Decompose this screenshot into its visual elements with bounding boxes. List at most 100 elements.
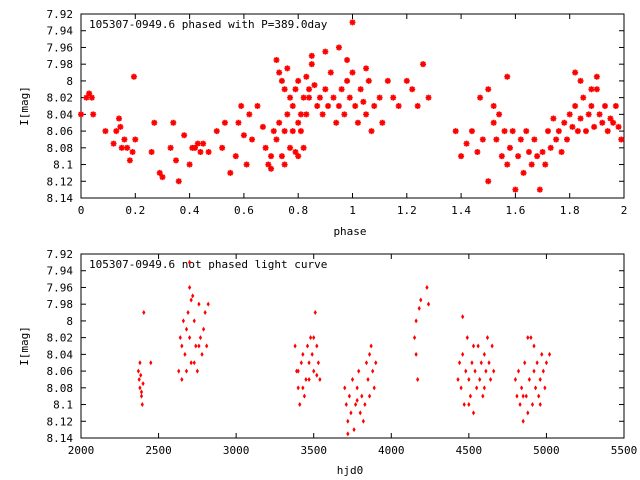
- phased-data-point: [240, 132, 247, 139]
- phased-x-tick-label: 1: [349, 204, 356, 217]
- phased-data-point: [319, 111, 326, 118]
- unphased-x-tick-label: 5000: [533, 444, 560, 457]
- phased-data-point: [452, 128, 459, 135]
- phased-data-point: [504, 73, 511, 80]
- phased-data-point: [265, 161, 272, 168]
- phased-data-point: [349, 19, 356, 26]
- phased-data-point: [550, 115, 557, 122]
- unphased-data-point: [456, 376, 460, 382]
- phased-data-point: [596, 111, 603, 118]
- unphased-y-tick-label: 8.08: [47, 382, 74, 395]
- unphased-data-point: [358, 410, 362, 416]
- unphased-x-tick-label: 3500: [300, 444, 327, 457]
- phased-data-point: [591, 123, 598, 130]
- unphased-data-point: [350, 376, 355, 382]
- unphased-axis-ticks: 2000 2500 3000 3500 4000 4500 5000 5500 7.92 7.94…: [47, 248, 638, 457]
- phased-data-point: [284, 65, 291, 72]
- phased-data-point: [612, 103, 619, 109]
- unphased-data-points: [136, 259, 552, 437]
- unphased-data-point: [293, 343, 297, 349]
- phased-data-point: [577, 77, 584, 84]
- phased-data-point: [531, 136, 538, 143]
- unphased-data-point: [479, 360, 483, 366]
- unphased-data-point: [471, 410, 476, 416]
- unphased-data-point: [206, 301, 210, 307]
- phased-data-point: [409, 86, 416, 93]
- unphased-data-point: [374, 360, 378, 366]
- unphased-data-point: [521, 418, 525, 424]
- phased-data-point: [479, 136, 486, 143]
- phased-data-point: [151, 119, 158, 126]
- unphased-data-point: [412, 335, 417, 341]
- phased-data-point: [287, 94, 294, 101]
- phased-data-point: [485, 178, 492, 185]
- unphased-plot-panel: 105307-0949.6 not phased light curve hjd…: [18, 248, 637, 477]
- unphased-data-point: [476, 343, 480, 349]
- unphased-y-tick-label: 8.14: [47, 432, 74, 445]
- unphased-data-point: [518, 402, 522, 408]
- phased-data-point: [384, 77, 391, 84]
- phased-data-point: [322, 86, 329, 93]
- phased-data-point: [572, 69, 579, 76]
- unphased-data-point: [372, 385, 376, 391]
- phased-data-point: [506, 144, 513, 151]
- unphased-data-point: [467, 376, 471, 382]
- unphased-data-point: [516, 368, 521, 374]
- unphased-data-point: [139, 393, 144, 399]
- phased-data-point: [593, 86, 600, 93]
- unphased-data-point: [310, 351, 314, 357]
- phased-x-tick-label: 1.8: [560, 204, 580, 217]
- phased-data-point: [110, 140, 117, 147]
- unphased-data-point: [470, 360, 474, 366]
- unphased-data-point: [547, 351, 552, 357]
- unphased-plot-title: 105307-0949.6 not phased light curve: [89, 258, 327, 271]
- phased-data-point: [273, 57, 280, 63]
- unphased-data-point: [513, 376, 517, 382]
- unphased-data-point: [186, 310, 190, 316]
- unphased-data-point: [139, 389, 144, 395]
- phased-data-point: [414, 103, 421, 109]
- unphased-data-point: [201, 326, 206, 332]
- phased-data-point: [390, 94, 397, 101]
- unphased-data-point: [361, 418, 365, 424]
- unphased-x-axis-label: hjd0: [337, 464, 364, 477]
- phased-x-tick-label: 0.2: [125, 204, 145, 217]
- phased-data-point: [585, 111, 592, 118]
- unphased-data-point: [367, 393, 372, 399]
- unphased-y-tick-label: 8.04: [47, 348, 74, 361]
- phased-plot-title: 105307-0949.6 phased with P=389.0day: [89, 18, 328, 31]
- phased-y-tick-label: 8.02: [47, 92, 74, 105]
- phased-data-point: [308, 61, 315, 68]
- phased-y-tick-label: 8.1: [53, 159, 73, 172]
- phased-data-point: [306, 94, 313, 101]
- unphased-data-point: [138, 360, 142, 366]
- phased-data-point: [327, 69, 334, 76]
- phased-data-point: [78, 111, 84, 118]
- unphased-data-point: [523, 360, 527, 366]
- unphased-data-point: [315, 372, 319, 378]
- unphased-data-point: [417, 305, 421, 311]
- unphased-data-point: [191, 293, 195, 299]
- phased-data-point: [496, 111, 503, 118]
- unphased-data-point: [426, 301, 431, 307]
- unphased-data-point: [188, 284, 192, 290]
- unphased-x-tick-label: 2500: [145, 444, 172, 457]
- phased-data-point: [520, 169, 527, 176]
- unphased-data-point: [304, 376, 308, 382]
- unphased-data-point: [475, 385, 479, 391]
- unphased-data-point: [192, 318, 196, 324]
- phased-data-point: [490, 119, 497, 126]
- phased-data-point: [281, 86, 288, 93]
- phased-data-point: [170, 119, 177, 126]
- unphased-data-point: [482, 351, 486, 357]
- unphased-data-point: [465, 335, 469, 341]
- unphased-data-point: [468, 393, 473, 399]
- unphased-data-point: [481, 393, 485, 399]
- unphased-data-point: [140, 402, 144, 408]
- phased-data-point: [593, 73, 600, 80]
- phased-data-point: [561, 119, 568, 126]
- unphased-data-point: [521, 393, 525, 399]
- unphased-data-point: [419, 297, 423, 303]
- phased-x-tick-label: 0.4: [180, 204, 200, 217]
- unphased-data-point: [181, 318, 185, 324]
